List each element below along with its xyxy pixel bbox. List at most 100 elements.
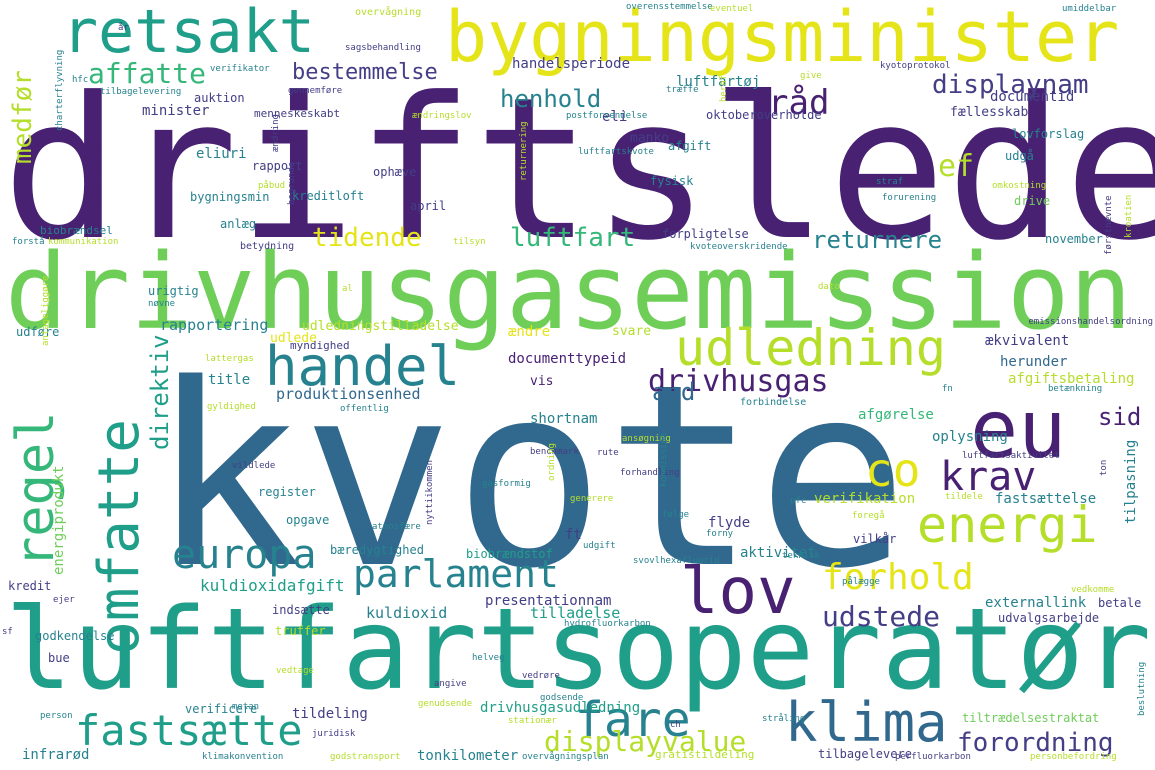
word-luftfart-j: luftfartøj xyxy=(676,74,761,90)
word-omfatte: omfatte xyxy=(87,419,152,656)
word-helveg: helveg xyxy=(472,653,505,663)
word-rapportering: rapportering xyxy=(160,316,269,334)
word-forpligtelse: forpligtelse xyxy=(662,227,749,241)
word-driftsleder: driftsleder xyxy=(2,56,1155,284)
word-vedr-re: vedrøre xyxy=(522,671,560,681)
word-verifikation: verifikation xyxy=(814,491,916,507)
word-kuldioxid: kuldioxid xyxy=(366,604,448,622)
word-b-redygtighed: bæredygtighed xyxy=(330,543,424,557)
word-klimakonvention: klimakonvention xyxy=(202,752,284,762)
word-rute: rute xyxy=(597,448,619,458)
word-sagsbehandling: sagsbehandling xyxy=(345,43,421,53)
word-flyde: flyde xyxy=(708,515,751,531)
word-f-rstn-vnte: førstnævnte xyxy=(1104,195,1114,256)
word-kvoteoverskridende: kvoteoverskridende xyxy=(690,242,788,252)
word-forsta: forstå xyxy=(12,237,45,247)
word-urigtig: urigtig xyxy=(148,284,199,298)
word-omkostning: omkostning xyxy=(992,181,1047,191)
word-forhandling: forhandling xyxy=(620,468,680,478)
word-aktivitet: aktivitet xyxy=(740,545,816,561)
word-rapport: rapport xyxy=(252,159,303,173)
word-gratistildeling: gratistildeling xyxy=(655,748,755,761)
word-energiprodukt: energiprodukt xyxy=(51,465,67,576)
word-ef: ef xyxy=(938,149,975,184)
word-tiltr-delsestraktat: tiltrædelsestraktat xyxy=(962,711,1100,725)
word-dato: dato xyxy=(818,282,840,292)
word-betydning: betydning xyxy=(240,241,295,252)
word-beslutning: beslutning xyxy=(1137,661,1147,716)
word-displaynam: displaynam xyxy=(932,70,1089,100)
word-benchmark: benchmark xyxy=(530,447,579,457)
word-handelsperiode: handelsperiode xyxy=(512,56,631,72)
word-forbindelse: forbindelse xyxy=(740,397,807,408)
word-fasts-tte: fastsætte xyxy=(75,706,303,755)
word-kvivalent: ækvivalent xyxy=(985,333,1070,349)
word-godsende: godsende xyxy=(540,693,584,703)
word-kyotoprotokol: kyotoprotokol xyxy=(880,61,951,71)
word-eliuri: eliuri xyxy=(196,146,247,162)
word-postforsendelse: postforsendelse xyxy=(566,111,648,121)
word-presentationnam: presentationnam xyxy=(485,593,612,609)
word-co: co xyxy=(865,443,921,497)
word-kreditloft: kreditloft xyxy=(292,189,365,203)
word-personbefordring: personbefordring xyxy=(1030,752,1117,762)
word-infrar-d: infrarød xyxy=(22,747,90,763)
word-direktiv: direktiv xyxy=(146,334,174,451)
word-tilbagelevering: tilbagelevering xyxy=(100,87,182,97)
word-tilsyn: tilsyn xyxy=(453,237,486,247)
word-opgave: opgave xyxy=(286,513,330,527)
word-straf: straf xyxy=(876,177,904,187)
word-kroatien: kroatien xyxy=(1124,194,1134,239)
word-europa: europa xyxy=(172,532,317,578)
word-hydrofluorkarbon: hydrofluorkarbon xyxy=(564,619,651,629)
word-f-lge: følge xyxy=(662,510,690,520)
word-truffer: truffer xyxy=(275,624,326,638)
word-offentlig: offentlig xyxy=(340,404,389,414)
word-energi: energi xyxy=(917,496,1098,554)
word-vis: vis xyxy=(530,374,554,389)
word-eli: eli xyxy=(602,109,628,125)
word-tilbagelevere: tilbagelevere xyxy=(818,747,912,761)
word-begrunde: begrunde xyxy=(287,161,297,206)
word-ra-d: råd xyxy=(768,83,830,123)
word-oph-ve: ophæve xyxy=(373,165,417,179)
word-bygningsminister: bygningsminister xyxy=(445,0,1120,78)
word-heraf: heraf xyxy=(719,74,729,102)
word-tidende: tidende xyxy=(312,223,422,253)
word-vildlede: vildlede xyxy=(232,461,276,471)
word-udstede: udstede xyxy=(822,600,941,633)
word-udga: udgå xyxy=(1005,149,1034,163)
word-umiddelbar: umiddelbar xyxy=(1062,4,1117,14)
word-bestemmelse: bestemmelse xyxy=(292,60,438,85)
word-ordning: ordning xyxy=(547,442,557,481)
word-anl-g: anlæg xyxy=(220,217,257,231)
word-april: april xyxy=(410,199,447,213)
word-eventuel: eventuel xyxy=(710,4,754,14)
word-charterflyvning: charterflyvning xyxy=(55,49,65,131)
word-give: give xyxy=(800,71,822,81)
word-pa-l-gge: pålægge xyxy=(842,577,880,587)
word-minister: minister xyxy=(142,103,210,119)
word-ans-gning: ansøgning xyxy=(622,434,671,444)
word-drive: drive xyxy=(1014,194,1051,208)
word-documenttypeid: documenttypeid xyxy=(508,351,627,367)
word-nyttiikommen: nyttiikommen xyxy=(425,459,435,525)
word-udledningstilladelse: udledningstilladelse xyxy=(302,319,459,334)
word-externallink: externallink xyxy=(985,595,1087,611)
word-gennemf-re: gennemføre xyxy=(288,86,343,96)
word-forurening: forurening xyxy=(882,193,937,203)
word-ch: ch xyxy=(670,720,681,730)
word-godstransport: godstransport xyxy=(330,752,401,762)
word-forny: forny xyxy=(706,529,734,539)
word-luftfart: luftfart xyxy=(510,223,636,253)
word-returnere: returnere xyxy=(812,226,943,254)
word-afg-relse: afgørelse xyxy=(858,407,934,423)
word-klima: klima xyxy=(785,691,948,754)
word-medf-r: medfør xyxy=(8,69,38,164)
word-fysisk: fysisk xyxy=(650,174,694,188)
word-udledning: udledning xyxy=(675,319,946,377)
word-svovlhexafluorid: svovlhexafluorid xyxy=(633,556,720,566)
word-vedtage: vedtage xyxy=(276,666,314,676)
word-sid: sid xyxy=(1098,403,1142,431)
word-retsakt: retsakt xyxy=(62,0,315,67)
